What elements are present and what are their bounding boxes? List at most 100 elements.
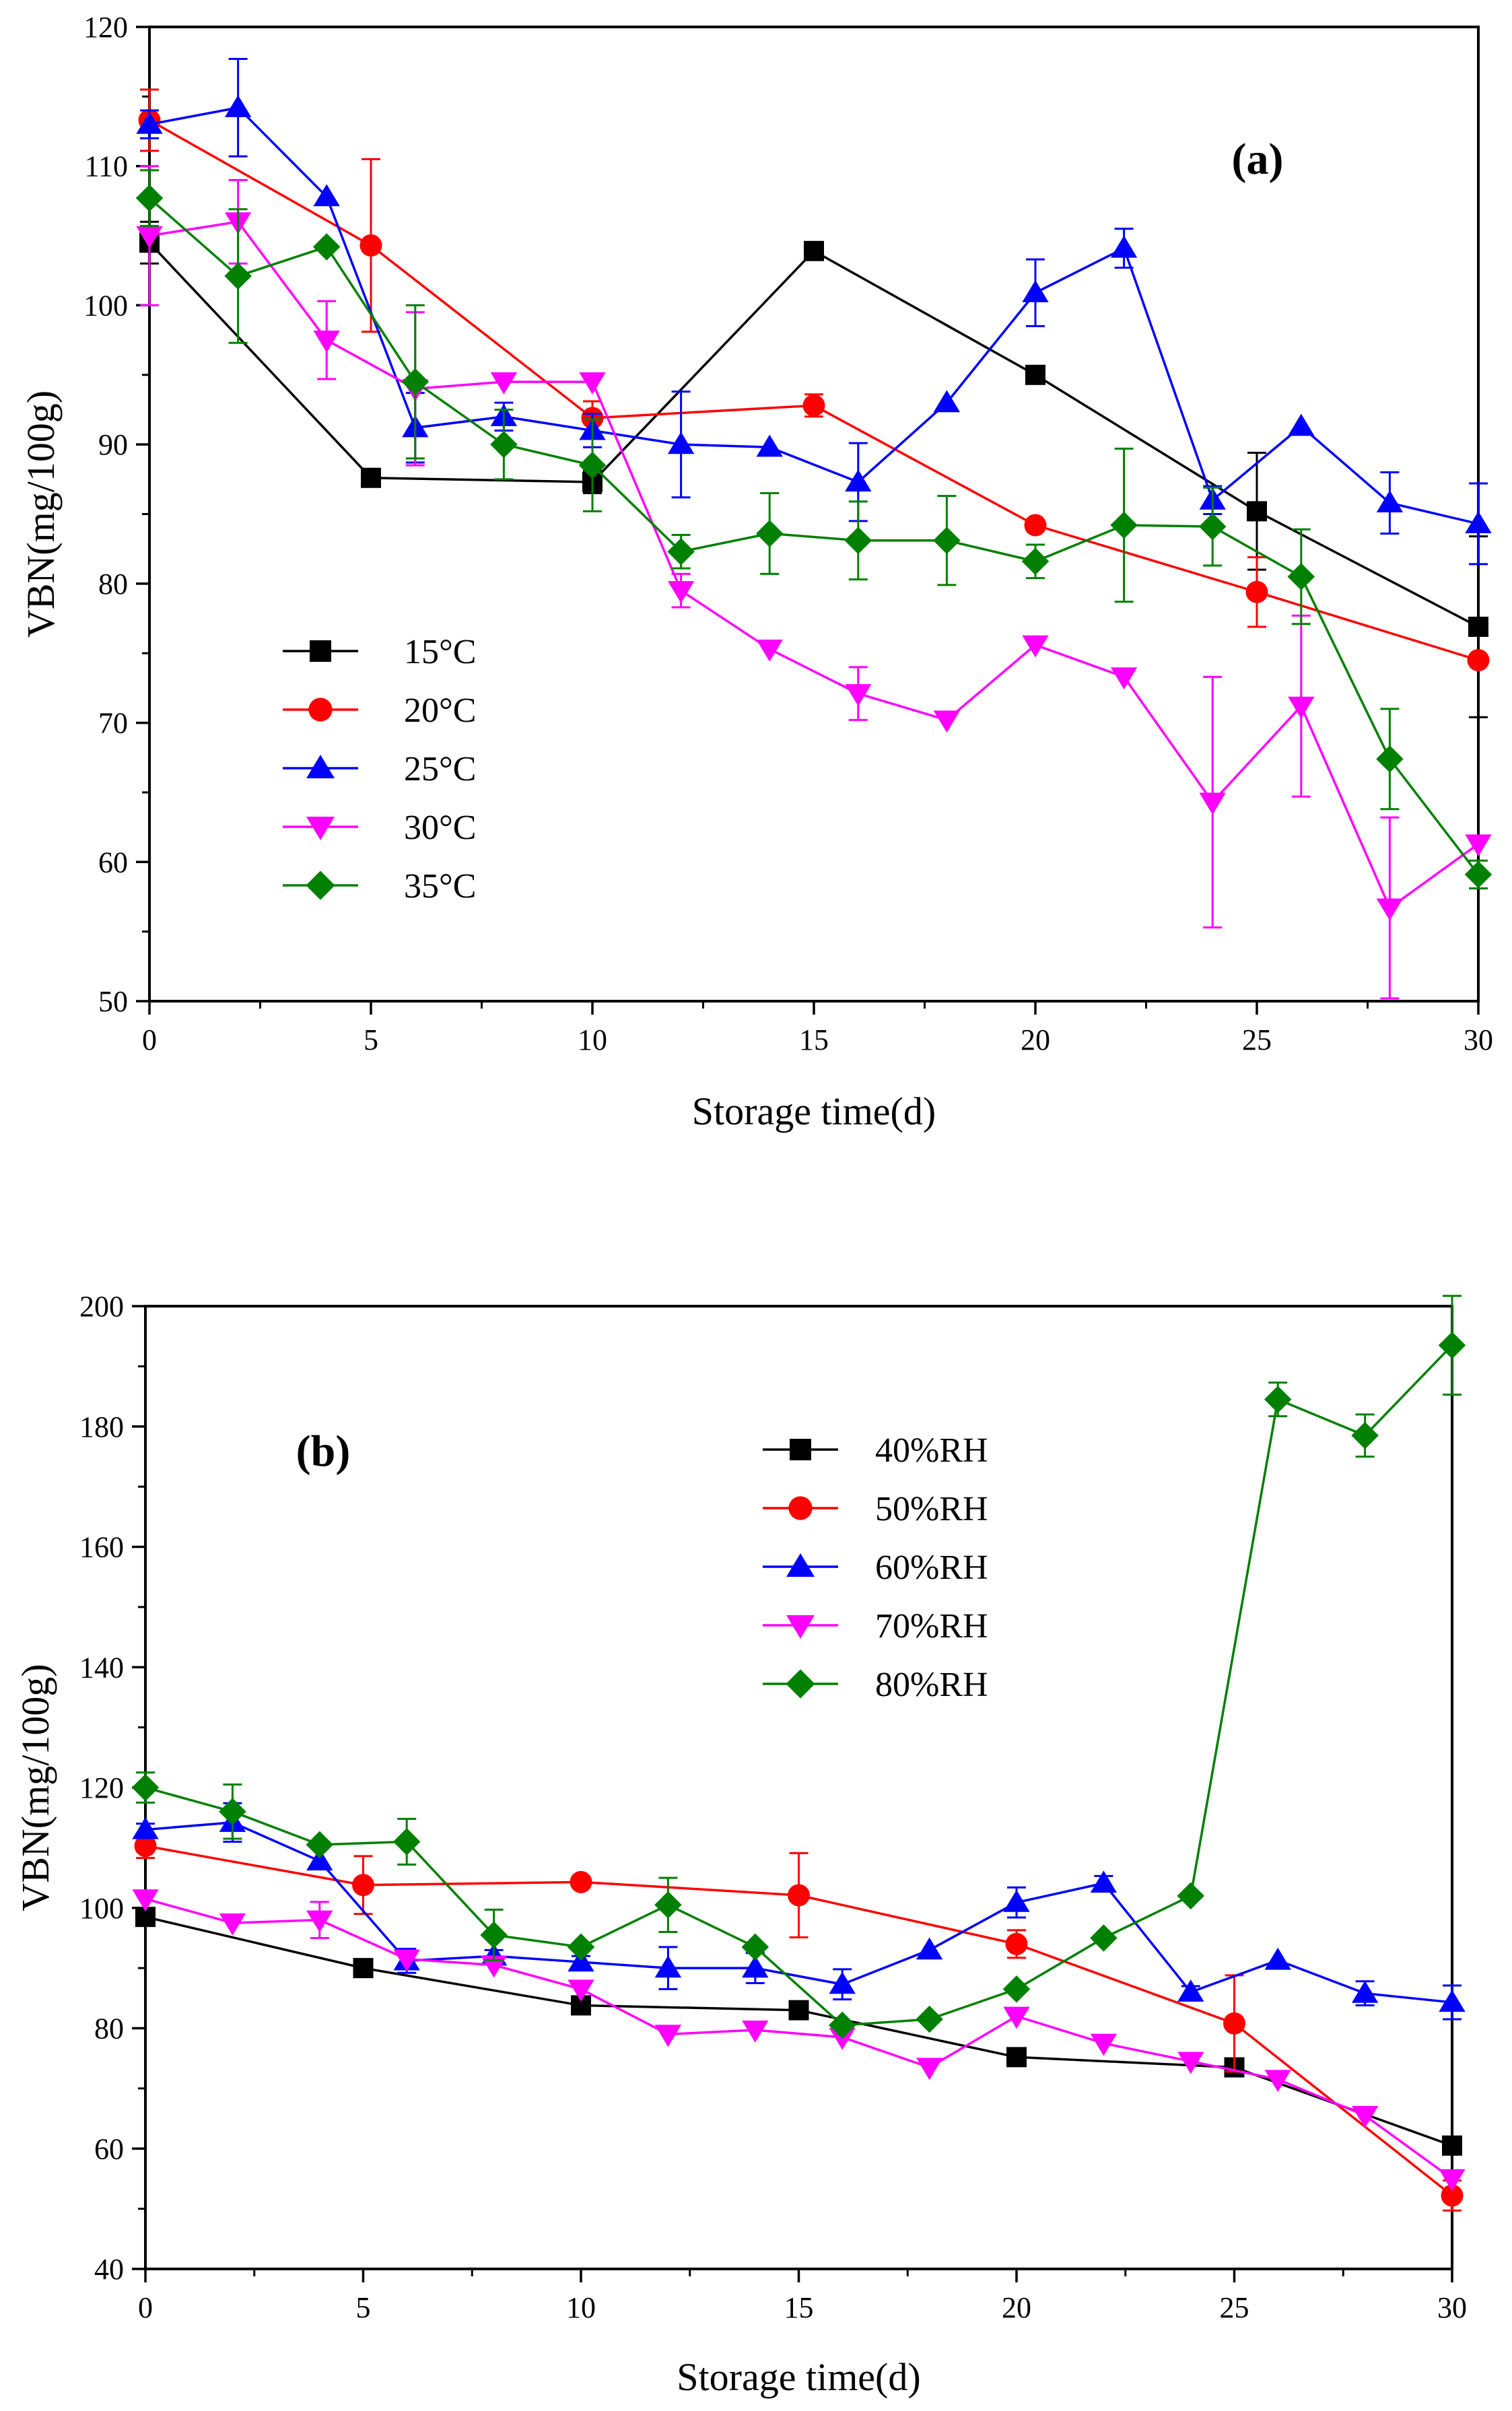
x-axis-title: Storage time(d) bbox=[677, 2355, 920, 2399]
data-point bbox=[306, 1848, 333, 1871]
data-point bbox=[933, 710, 961, 733]
x-tick-label: 25 bbox=[1220, 2291, 1249, 2324]
data-point bbox=[1439, 2169, 1466, 2192]
legend-marker bbox=[306, 755, 335, 778]
data-point bbox=[654, 2025, 682, 2047]
data-point bbox=[312, 233, 341, 261]
legend-entry: 35°C bbox=[283, 867, 476, 906]
data-point bbox=[1439, 1990, 1466, 2012]
series-35°C bbox=[135, 169, 1492, 890]
x-tick-label: 0 bbox=[138, 2291, 153, 2324]
data-point bbox=[1198, 512, 1227, 541]
series-line bbox=[145, 1344, 1453, 2027]
legend-entry: 70%RH bbox=[763, 1607, 988, 1645]
data-point bbox=[1022, 280, 1049, 302]
data-point bbox=[1110, 235, 1138, 258]
data-point bbox=[1376, 490, 1404, 513]
data-point bbox=[1223, 2012, 1245, 2035]
data-point bbox=[1090, 1924, 1118, 1952]
data-point bbox=[742, 1955, 769, 1978]
x-axis-title: Storage time(d) bbox=[692, 1089, 936, 1133]
series-30°C bbox=[136, 165, 1492, 1000]
legend-marker bbox=[786, 1615, 815, 1639]
data-point bbox=[1351, 1421, 1379, 1450]
data-point bbox=[933, 390, 961, 413]
y-axis-title: VBN(mg/100g) bbox=[19, 390, 63, 638]
data-point bbox=[1247, 501, 1267, 522]
series-80%RH bbox=[131, 1295, 1466, 2039]
legend-label: 80%RH bbox=[875, 1666, 988, 1704]
data-point bbox=[224, 262, 252, 290]
data-point bbox=[756, 434, 783, 457]
data-point bbox=[1024, 514, 1047, 537]
data-point bbox=[1021, 547, 1050, 576]
y-tick-label: 180 bbox=[79, 1411, 124, 1444]
y-tick-label: 40 bbox=[94, 2253, 124, 2286]
legend-label: 25°C bbox=[404, 750, 476, 788]
y-tick-label: 80 bbox=[98, 568, 128, 601]
data-point bbox=[219, 1913, 246, 1936]
data-point bbox=[131, 1773, 160, 1802]
series-line bbox=[148, 197, 1480, 875]
y-tick-label: 90 bbox=[98, 428, 128, 461]
x-tick-label: 10 bbox=[578, 1023, 607, 1056]
legend-marker bbox=[306, 817, 335, 840]
data-point bbox=[480, 1921, 508, 1949]
data-point bbox=[804, 240, 824, 261]
data-point bbox=[667, 581, 695, 603]
data-point bbox=[654, 1891, 682, 1919]
series-40%RH bbox=[135, 1907, 1462, 2156]
data-point bbox=[741, 1933, 769, 1961]
series-line bbox=[149, 118, 1479, 662]
legend-marker bbox=[310, 640, 331, 662]
data-point bbox=[933, 527, 961, 555]
series-line bbox=[149, 220, 1480, 910]
legend-entry: 60%RH bbox=[763, 1549, 988, 1587]
series-line bbox=[145, 1821, 1453, 2004]
data-point bbox=[788, 1884, 810, 1907]
data-point bbox=[1464, 860, 1492, 889]
y-tick-label: 80 bbox=[94, 2012, 124, 2045]
data-point bbox=[1264, 1947, 1291, 1970]
data-point bbox=[802, 394, 825, 417]
y-tick-label: 200 bbox=[79, 1290, 124, 1323]
x-tick-label: 30 bbox=[1464, 1023, 1493, 1056]
data-point bbox=[788, 2000, 809, 2021]
data-point bbox=[219, 1798, 246, 1825]
series-70%RH bbox=[132, 1889, 1466, 2192]
data-point bbox=[361, 467, 381, 488]
data-point bbox=[756, 639, 783, 662]
x-tick-label: 10 bbox=[566, 2291, 596, 2324]
series-15°C bbox=[139, 220, 1488, 718]
y-tick-label: 100 bbox=[79, 1892, 124, 1925]
y-tick-label: 70 bbox=[98, 707, 128, 740]
data-point bbox=[313, 184, 340, 207]
series-line bbox=[145, 1897, 1453, 2180]
data-point bbox=[136, 111, 163, 134]
chart-panel-a: 0 5 10 15 20 25 30 50 60 70 80 90 100 110 120 Storage t… bbox=[19, 11, 1493, 1133]
legend-label: 30°C bbox=[404, 809, 476, 847]
data-point bbox=[1468, 616, 1488, 637]
legend-marker bbox=[308, 698, 333, 722]
series-line bbox=[148, 242, 1479, 628]
data-point bbox=[845, 684, 872, 706]
legend-marker bbox=[786, 1553, 815, 1577]
data-point bbox=[353, 1958, 374, 1979]
x-tick-label: 15 bbox=[784, 2291, 814, 2324]
data-point bbox=[1465, 511, 1492, 534]
x-tick-label: 20 bbox=[1002, 2291, 1031, 2324]
legend-entry: 30°C bbox=[283, 809, 476, 847]
data-point bbox=[916, 2005, 943, 2033]
data-point bbox=[132, 1889, 159, 1912]
data-point bbox=[1090, 2033, 1118, 2056]
data-point bbox=[401, 368, 429, 396]
data-point bbox=[1110, 667, 1138, 690]
data-point bbox=[567, 1933, 595, 1961]
data-point bbox=[844, 527, 872, 555]
data-point bbox=[829, 1971, 856, 1994]
y-tick-label: 60 bbox=[98, 846, 128, 879]
x-tick-label: 20 bbox=[1021, 1023, 1050, 1056]
data-point bbox=[1025, 364, 1045, 385]
data-point bbox=[313, 331, 340, 353]
data-point bbox=[570, 1870, 592, 1893]
